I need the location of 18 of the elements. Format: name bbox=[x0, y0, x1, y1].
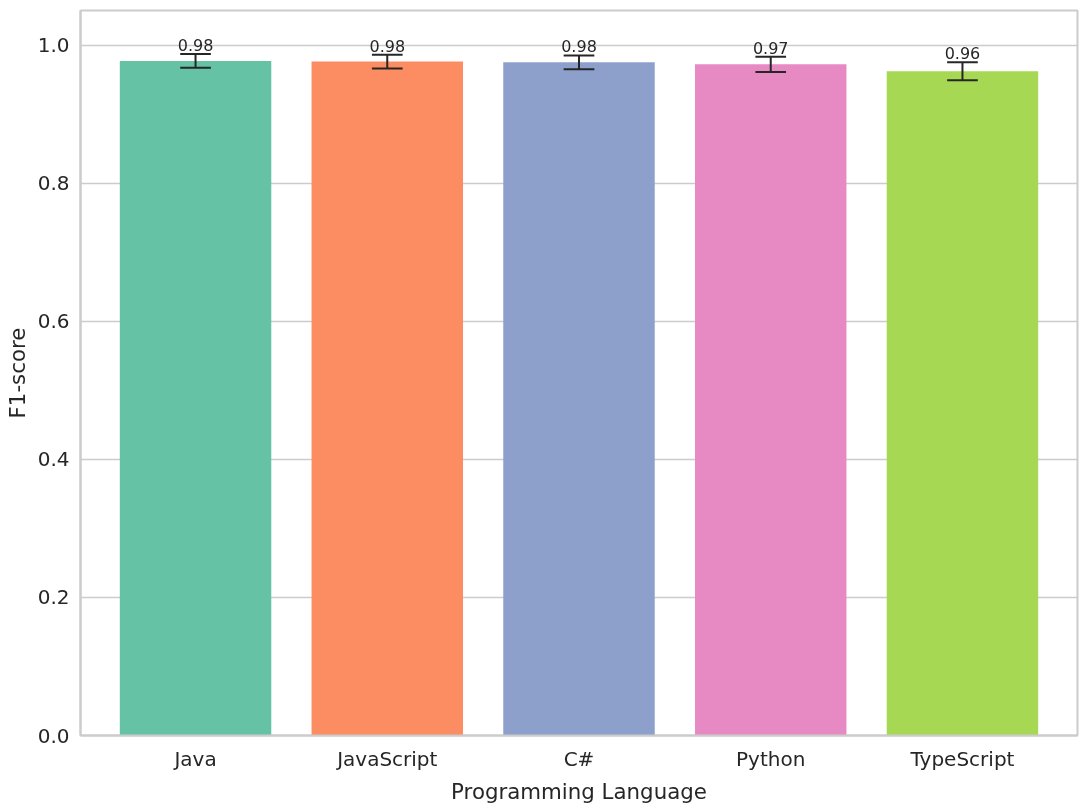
y-axis-title: F1-score bbox=[4, 327, 30, 419]
data-label: 0.98 bbox=[369, 36, 406, 56]
y-tick-label: 0.4 bbox=[37, 447, 70, 472]
y-tick-label: 0.6 bbox=[37, 309, 70, 334]
y-tick-label: 0.0 bbox=[37, 723, 70, 748]
data-label: 0.96 bbox=[944, 44, 981, 64]
x-axis-title: Programming Language bbox=[451, 778, 707, 804]
x-tick-label: C# bbox=[563, 746, 595, 771]
y-tick-label: 1.0 bbox=[37, 33, 70, 58]
y-tick-label: 0.2 bbox=[37, 585, 70, 610]
x-tick-label: TypeScript bbox=[909, 746, 1015, 771]
x-tick-label: Java bbox=[172, 746, 217, 771]
x-tick-label: JavaScript bbox=[335, 746, 438, 771]
y-tick-label: 0.8 bbox=[37, 171, 70, 196]
data-label: 0.98 bbox=[177, 36, 214, 55]
data-label: 0.97 bbox=[752, 38, 789, 58]
x-tick-label: Python bbox=[736, 746, 806, 771]
data-label: 0.98 bbox=[561, 37, 597, 57]
